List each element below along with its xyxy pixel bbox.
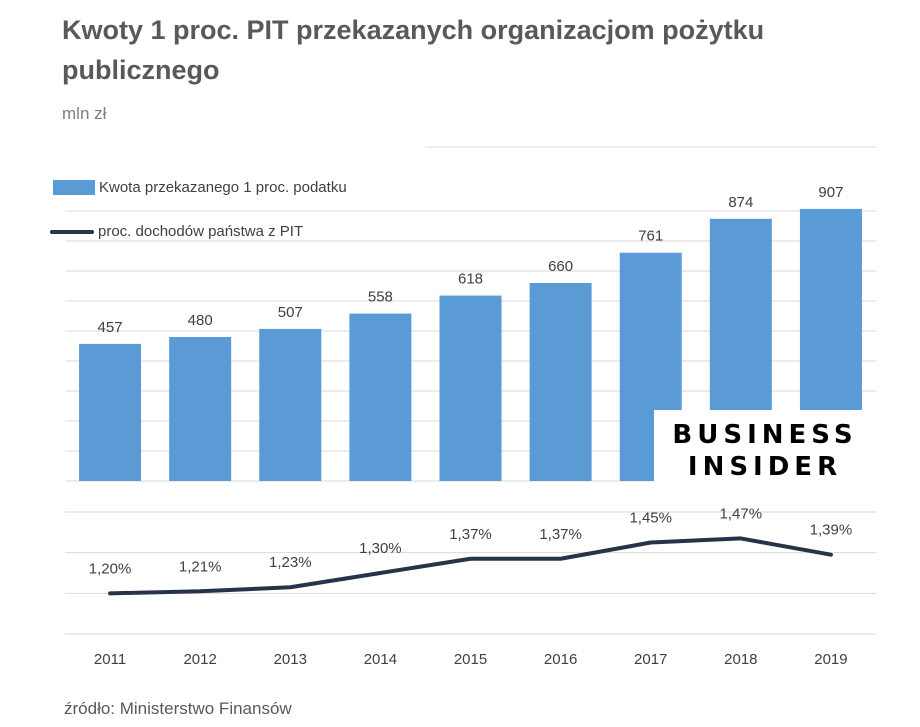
- line-value-label: 1,37%: [449, 526, 492, 543]
- line-value-label: 1,21%: [179, 558, 222, 575]
- bar-2016: [529, 283, 592, 481]
- x-tick-label-2018: 2018: [724, 651, 757, 668]
- bar-value-label: 558: [368, 289, 393, 306]
- bar-value-label: 507: [278, 304, 303, 321]
- bar-value-label: 457: [98, 319, 123, 336]
- bar-2011: [79, 343, 142, 481]
- bar-2012: [169, 337, 232, 481]
- source-note: źródło: Ministerstwo Finansów: [64, 699, 292, 718]
- x-tick-label-2016: 2016: [544, 651, 577, 668]
- x-tick-label-2019: 2019: [814, 651, 847, 668]
- bar-value-label: 907: [818, 184, 843, 201]
- line-value-label: 1,20%: [89, 560, 132, 577]
- legend-label-bars: Kwota przekazanego 1 proc. podatku: [99, 179, 347, 196]
- bar-value-label: 874: [728, 194, 753, 211]
- bar-value-label: 660: [548, 258, 573, 275]
- bar-value-label: 480: [188, 312, 213, 329]
- unit-label: mln zł: [62, 104, 107, 123]
- business-insider-logo: BUSINESS INSIDER: [654, 410, 876, 492]
- line-value-label: 1,37%: [539, 526, 582, 543]
- legend-swatch-bars: [53, 180, 95, 195]
- legend-swatch-line: [50, 229, 94, 234]
- bar-2014: [349, 313, 412, 481]
- x-tick-label-2015: 2015: [454, 651, 487, 668]
- legend-item-bars: Kwota przekazanego 1 proc. podatku: [53, 179, 347, 196]
- line-value-label: 1,30%: [359, 540, 402, 557]
- line-value-label: 1,23%: [269, 554, 312, 571]
- logo-line-1: BUSINESS: [672, 420, 858, 450]
- bar-2015: [439, 295, 502, 481]
- x-tick-label-2011: 2011: [94, 651, 126, 668]
- legend-label-line: proc. dochodów państwa z PIT: [98, 223, 304, 240]
- logo-line-2: INSIDER: [687, 452, 843, 482]
- line-series-proc-dochodow: [108, 536, 833, 596]
- bar-value-label: 618: [458, 271, 483, 288]
- bar-2013: [259, 328, 322, 481]
- line-value-label: 1,45%: [629, 510, 672, 527]
- line-value-label: 1,47%: [720, 505, 763, 522]
- legend-item-line: proc. dochodów państwa z PIT: [50, 223, 303, 240]
- line-value-label: 1,39%: [810, 522, 853, 539]
- x-tick-label-2017: 2017: [634, 651, 667, 668]
- bar-value-label: 761: [638, 228, 663, 245]
- chart-title: Kwoty 1 proc. PIT przekazanych organizac…: [62, 15, 765, 85]
- chart: 457 480 507 558 618 660 761 874 907 1,20% 1,21% 1,2…: [65, 146, 876, 668]
- x-tick-label-2013: 2013: [274, 651, 307, 668]
- x-tick-label-2012: 2012: [183, 651, 216, 668]
- x-tick-label-2014: 2014: [364, 651, 397, 668]
